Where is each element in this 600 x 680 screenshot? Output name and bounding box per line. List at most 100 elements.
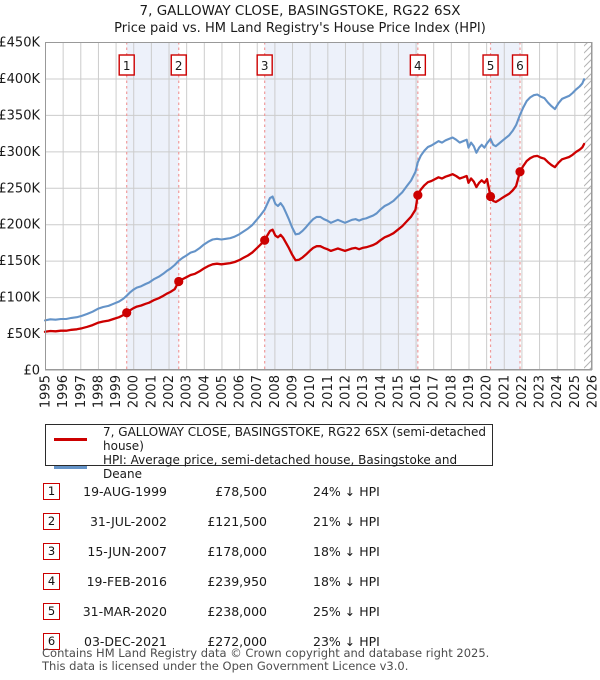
svg-text:2002: 2002 — [162, 375, 177, 408]
transaction-number-badge: 1 — [43, 482, 60, 500]
transaction-price: £238,000 — [207, 603, 267, 619]
svg-text:£250K: £250K — [0, 181, 40, 196]
svg-text:1996: 1996 — [56, 375, 71, 408]
svg-text:£300K: £300K — [0, 145, 40, 160]
future-hatch-region — [584, 42, 592, 370]
transaction-date: 31-MAR-2020 — [82, 603, 167, 619]
svg-text:£350K: £350K — [0, 108, 40, 123]
svg-text:5: 5 — [487, 59, 495, 73]
transaction-vs-hpi: 25% ↓ HPI — [313, 603, 380, 619]
svg-text:2: 2 — [175, 59, 183, 73]
table-row: 5 31-MAR-2020 £238,000 25% ↓ HPI — [43, 596, 563, 626]
copyright-footer: Contains HM Land Registry data © Crown c… — [42, 647, 489, 672]
svg-text:2001: 2001 — [144, 375, 159, 408]
svg-text:2026: 2026 — [586, 375, 600, 408]
transaction-number-badge: 3 — [43, 542, 60, 560]
svg-text:£50K: £50K — [7, 327, 41, 342]
legend-item-hpi: HPI: Average price, semi-detached house,… — [46, 453, 492, 481]
svg-text:2025: 2025 — [568, 375, 583, 408]
sale-number-boxes: 1 2 3 4 5 6 — [118, 54, 529, 76]
page-title: 7, GALLOWAY CLOSE, BASINGSTOKE, RG22 6SX — [139, 3, 461, 19]
svg-text:2006: 2006 — [233, 375, 248, 408]
svg-text:2021: 2021 — [497, 375, 512, 408]
transaction-table: 1 19-AUG-1999 £78,500 24% ↓ HPI 2 31-JUL… — [43, 476, 563, 656]
svg-text:£400K: £400K — [0, 72, 40, 87]
table-row: 3 15-JUN-2007 £178,000 18% ↓ HPI — [43, 536, 563, 566]
svg-text:2020: 2020 — [480, 375, 495, 408]
transaction-vs-hpi: 18% ↓ HPI — [313, 573, 380, 589]
transaction-vs-hpi: 18% ↓ HPI — [313, 543, 380, 559]
sale-markers — [122, 167, 525, 318]
svg-text:2011: 2011 — [321, 375, 336, 408]
svg-text:£0: £0 — [23, 364, 40, 379]
svg-text:3: 3 — [261, 59, 269, 73]
svg-text:2010: 2010 — [303, 375, 318, 408]
svg-text:1999: 1999 — [109, 375, 124, 408]
table-row: 4 19-FEB-2016 £239,950 18% ↓ HPI — [43, 566, 563, 596]
transaction-vs-hpi: 24% ↓ HPI — [313, 483, 380, 499]
legend-label-price-paid: 7, GALLOWAY CLOSE, BASINGSTOKE, RG22 6SX… — [103, 425, 486, 453]
svg-text:2013: 2013 — [356, 375, 371, 408]
svg-text:2003: 2003 — [180, 375, 195, 408]
svg-text:2022: 2022 — [515, 375, 530, 408]
svg-text:2004: 2004 — [197, 375, 212, 408]
svg-text:2017: 2017 — [427, 375, 442, 408]
chart-legend: 7, GALLOWAY CLOSE, BASINGSTOKE, RG22 6SX… — [45, 424, 493, 481]
svg-text:2015: 2015 — [391, 375, 406, 408]
svg-text:2018: 2018 — [444, 375, 459, 408]
svg-text:£150K: £150K — [0, 254, 40, 269]
price-chart: 1 2 3 4 5 6 £0 £50K £100K £150K £200K £250K £300K £35… — [0, 36, 600, 409]
svg-text:2005: 2005 — [215, 375, 230, 408]
svg-text:2008: 2008 — [268, 375, 283, 408]
transaction-date: 19-FEB-2016 — [86, 573, 167, 589]
hpi-line-sample — [54, 465, 87, 469]
transaction-number-badge: 6 — [43, 632, 60, 650]
transaction-vs-hpi: 23% ↓ HPI — [313, 633, 380, 649]
svg-text:£200K: £200K — [0, 218, 40, 233]
transaction-price: £272,000 — [207, 633, 267, 649]
footer-line-2: This data is licensed under the Open Gov… — [42, 658, 409, 673]
svg-text:1997: 1997 — [74, 375, 89, 408]
table-row: 1 19-AUG-1999 £78,500 24% ↓ HPI — [43, 476, 563, 506]
svg-text:1: 1 — [123, 59, 131, 73]
table-row: 2 31-JUL-2002 £121,500 21% ↓ HPI — [43, 506, 563, 536]
svg-text:2019: 2019 — [462, 375, 477, 408]
legend-item-price-paid: 7, GALLOWAY CLOSE, BASINGSTOKE, RG22 6SX… — [46, 425, 492, 453]
svg-text:2007: 2007 — [250, 375, 265, 408]
transaction-price: £178,000 — [207, 543, 267, 559]
table-row: 6 03-DEC-2021 £272,000 23% ↓ HPI — [43, 626, 563, 656]
y-axis-labels: £0 £50K £100K £150K £200K £250K £300K £350K £400… — [0, 36, 40, 379]
svg-text:1998: 1998 — [91, 375, 106, 408]
footer-line-1: Contains HM Land Registry data © Crown c… — [42, 646, 490, 660]
svg-text:1995: 1995 — [39, 375, 54, 408]
legend-label-hpi: HPI: Average price, semi-detached house,… — [103, 453, 458, 481]
svg-text:2014: 2014 — [374, 375, 389, 408]
svg-text:4: 4 — [414, 59, 422, 73]
transaction-price: £121,500 — [207, 513, 267, 529]
transaction-date: 19-AUG-1999 — [83, 483, 167, 499]
transaction-price: £239,950 — [207, 573, 267, 589]
hpi-line — [43, 78, 586, 322]
price-paid-line — [43, 142, 586, 333]
transaction-number-badge: 4 — [43, 572, 60, 590]
svg-text:2024: 2024 — [550, 375, 565, 408]
transaction-number-badge: 5 — [43, 602, 60, 620]
x-axis-labels: 1995 1996 1997 1998 1999 2000 2001 2002 2003 2004… — [39, 375, 600, 408]
svg-text:£450K: £450K — [0, 36, 40, 51]
svg-text:£100K: £100K — [0, 291, 40, 306]
svg-text:2009: 2009 — [286, 375, 301, 408]
ownership-bands — [126, 42, 521, 370]
chart-subtitle: Price paid vs. HM Land Registry's House … — [114, 21, 486, 36]
transaction-number-badge: 2 — [43, 512, 60, 530]
svg-text:2012: 2012 — [338, 375, 353, 408]
plot-border — [45, 42, 592, 370]
svg-text:2000: 2000 — [127, 375, 142, 408]
svg-text:2016: 2016 — [409, 375, 424, 408]
transaction-price: £78,500 — [215, 483, 267, 499]
svg-text:6: 6 — [516, 59, 524, 73]
price-line-sample — [54, 437, 87, 441]
svg-text:2023: 2023 — [533, 375, 548, 408]
transaction-date: 15-JUN-2007 — [87, 543, 167, 559]
transaction-date: 03-DEC-2021 — [84, 633, 167, 649]
